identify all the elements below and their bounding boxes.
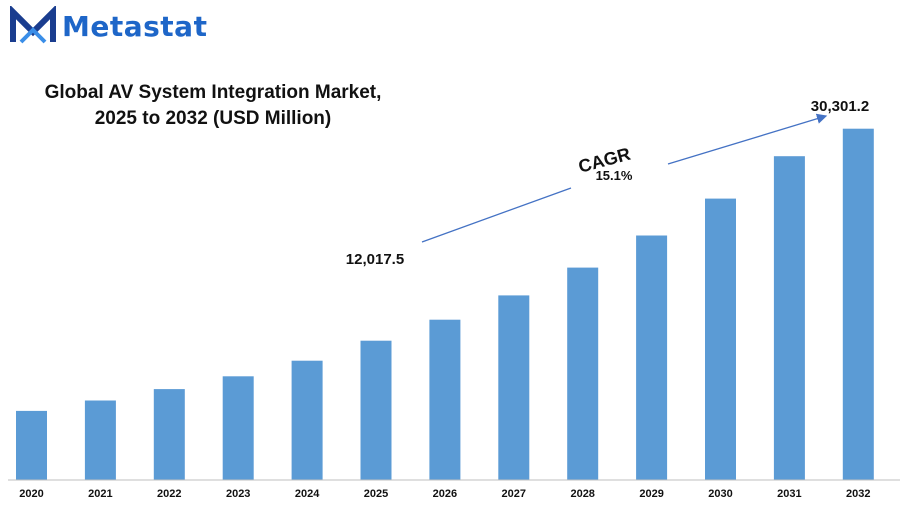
bar-2024	[291, 360, 323, 480]
bar-2028	[567, 267, 599, 480]
x-tick-label-2027: 2027	[502, 488, 526, 500]
x-tick-label-2028: 2028	[570, 488, 594, 500]
bar-2029	[636, 235, 668, 480]
bar-2030	[705, 198, 736, 480]
cagr-value: 15.1%	[596, 168, 633, 183]
bar-2027	[498, 295, 530, 480]
bar-2021	[84, 400, 116, 480]
chart-title: Global AV System Integration Market, 202…	[18, 80, 408, 132]
x-tick-label-2025: 2025	[364, 488, 388, 500]
brand-logo: Metastat	[10, 6, 207, 46]
bar-2025	[360, 340, 392, 480]
bar-2022	[153, 389, 185, 480]
brand-name: Metastat	[62, 9, 208, 43]
x-tick-label-2026: 2026	[433, 488, 457, 500]
x-tick-label-2032: 2032	[846, 488, 870, 500]
bar-2020	[16, 410, 47, 480]
metastat-logo-icon	[10, 6, 56, 44]
start-value-label: 12,017.5	[346, 251, 404, 268]
end-value-label: 30,301.2	[811, 98, 869, 115]
bar-2026	[429, 319, 461, 480]
x-tick-label-2029: 2029	[639, 488, 663, 500]
x-tick-label-2023: 2023	[226, 488, 250, 500]
x-tick-label-2024: 2024	[295, 488, 320, 500]
cagr-arrow-lower	[421, 187, 572, 243]
cagr-arrow-upper	[667, 113, 828, 165]
x-tick-label-2030: 2030	[708, 488, 732, 500]
x-tick-label-2022: 2022	[157, 488, 181, 500]
x-tick-label-2031: 2031	[777, 488, 801, 500]
x-tick-label-2020: 2020	[19, 488, 43, 500]
bar-2031	[773, 156, 805, 480]
chart-title-line-1: Global AV System Integration Market,	[44, 82, 382, 103]
chart-title-line-2: 2025 to 2032 (USD Million)	[94, 108, 332, 129]
bar-2023	[222, 376, 254, 480]
bar-2032	[842, 128, 874, 480]
x-tick-label-2021: 2021	[88, 488, 112, 500]
